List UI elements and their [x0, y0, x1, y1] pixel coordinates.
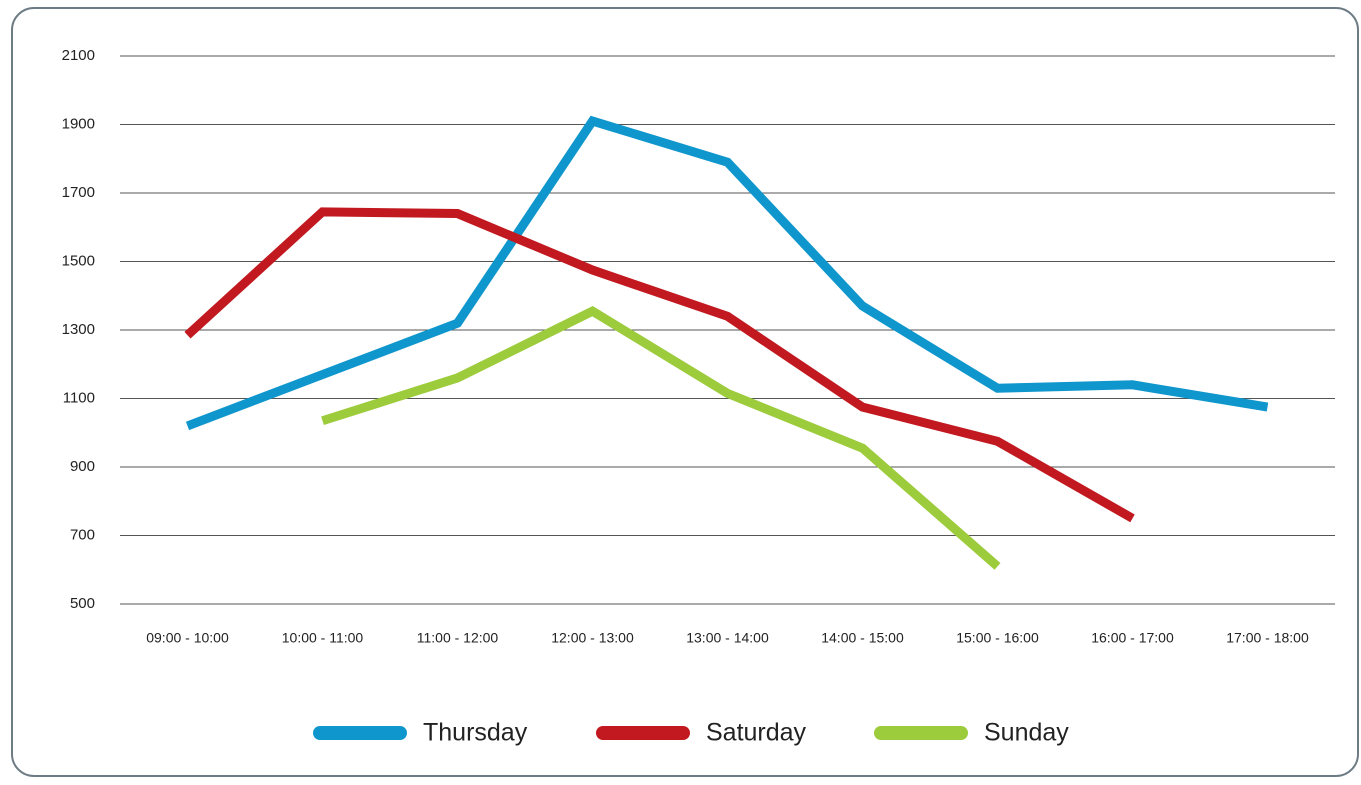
series-line	[184, 207, 1135, 523]
x-tick-label: 10:00 - 11:00	[282, 630, 364, 646]
series-line	[185, 115, 1269, 431]
y-tick-label: 500	[70, 595, 95, 612]
y-tick-label: 1300	[62, 321, 95, 338]
legend-label: Saturday	[706, 719, 807, 747]
legend-label: Sunday	[984, 719, 1069, 747]
frame	[11, 7, 1359, 777]
y-tick-label: 700	[70, 526, 95, 543]
legend-label: Thursday	[423, 719, 528, 747]
x-tick-label: 14:00 - 15:00	[821, 630, 904, 646]
x-tick-label: 11:00 - 12:00	[417, 630, 499, 646]
y-tick-label: 1100	[63, 389, 95, 406]
x-tick-label: 13:00 - 14:00	[686, 630, 769, 646]
y-tick-label: 900	[70, 458, 95, 475]
y-tick-label: 2100	[62, 47, 95, 64]
x-tick-label: 09:00 - 10:00	[146, 630, 229, 646]
y-tick-label: 1900	[62, 115, 95, 132]
y-tick-label: 1500	[62, 252, 95, 269]
x-tick-label: 17:00 - 18:00	[1226, 630, 1309, 646]
x-tick-label: 15:00 - 16:00	[956, 630, 1039, 646]
x-tick-label: 12:00 - 13:00	[551, 630, 634, 646]
x-tick-label: 16:00 - 17:00	[1091, 630, 1174, 646]
y-tick-label: 1700	[62, 184, 95, 201]
series-line	[321, 306, 1001, 570]
